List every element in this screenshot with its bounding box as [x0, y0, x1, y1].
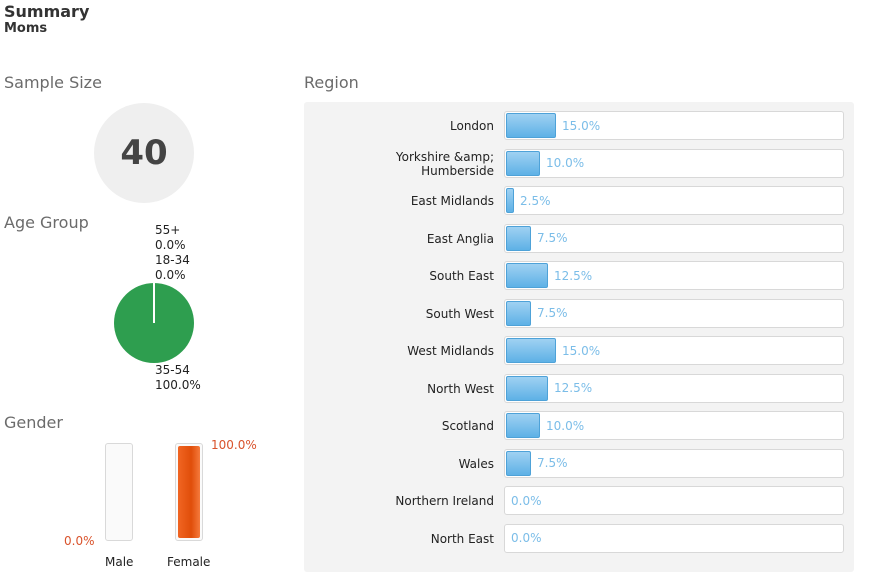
region-bar-value: 0.0%	[511, 531, 542, 545]
female-bar-fill	[178, 446, 200, 538]
age-slice-name: 55+	[155, 223, 181, 237]
age-slice-pct: 100.0%	[155, 378, 201, 392]
age-label-35-54: 35-54 100.0%	[155, 363, 201, 393]
age-slice-pct: 0.0%	[155, 268, 186, 282]
region-row: East Anglia 7.5%	[304, 220, 854, 258]
region-row: Yorkshire &amp; Humberside 10.0%	[304, 145, 854, 183]
region-bar-value: 10.0%	[546, 418, 585, 433]
region-row: West Midlands 15.0%	[304, 332, 854, 370]
female-pct-label: 100.0%	[211, 438, 257, 452]
region-row: London 15.0%	[304, 107, 854, 145]
age-label-18-34: 18-34 0.0%	[155, 253, 190, 283]
sample-size-label: Sample Size	[4, 73, 102, 92]
region-bar-value: 12.5%	[554, 268, 593, 283]
age-group-pie	[114, 283, 194, 363]
male-label: Male	[105, 555, 134, 569]
region-name: South East	[429, 269, 494, 283]
region-bar-track: 10.0%	[504, 148, 844, 178]
sample-size-value: 40	[120, 133, 168, 173]
region-bar-track: 10.0%	[504, 411, 844, 440]
region-name: Wales	[458, 456, 494, 471]
region-bar-track: 7.5%	[504, 223, 844, 253]
region-bar-fill	[506, 150, 540, 176]
region-row: North East 0.0%	[304, 520, 854, 558]
region-bar-fill	[506, 300, 531, 326]
region-bar-value: 10.0%	[546, 156, 585, 170]
region-bar-value: 7.5%	[537, 456, 568, 470]
region-name: Northern Ireland	[395, 494, 494, 508]
region-bar-fill	[506, 188, 514, 213]
region-label: Region	[304, 73, 359, 92]
region-bar-fill	[506, 413, 540, 438]
region-bar-fill	[506, 225, 531, 251]
region-bar-track: 12.5%	[504, 261, 844, 290]
region-name: Yorkshire &amp; Humberside	[314, 150, 494, 178]
male-pct-label: 0.0%	[64, 534, 95, 548]
region-name: London	[450, 119, 494, 133]
region-bar-value: 12.5%	[554, 381, 593, 395]
region-bar-fill	[506, 375, 548, 401]
region-bar-fill	[506, 263, 548, 288]
region-bar-value: 15.0%	[562, 118, 601, 133]
region-bar-value: 7.5%	[537, 231, 568, 245]
region-name: East Midlands	[410, 194, 494, 208]
region-name: North West	[427, 381, 494, 396]
region-name: North East	[430, 531, 494, 546]
age-label-55plus: 55+ 0.0%	[155, 223, 186, 253]
region-bar-track: 0.0%	[504, 523, 844, 553]
region-name: West Midlands	[407, 344, 494, 358]
region-row: Scotland 10.0%	[304, 407, 854, 445]
region-name-line: Humberside	[421, 163, 494, 178]
region-bar-value: 2.5%	[520, 193, 551, 208]
region-name: East Anglia	[426, 231, 494, 246]
region-name-line: Yorkshire &amp;	[395, 149, 494, 164]
region-bar-fill	[506, 113, 556, 138]
region-bar-value: 7.5%	[537, 306, 568, 320]
region-name: South West	[425, 306, 494, 321]
female-bar	[175, 443, 203, 541]
region-bar-track: 2.5%	[504, 186, 844, 215]
region-name: Scotland	[441, 419, 494, 433]
region-bar-track: 0.0%	[504, 486, 844, 515]
region-bar-fill	[506, 338, 556, 363]
sample-size-circle: 40	[94, 103, 194, 203]
page-title: Summary	[4, 2, 90, 21]
region-bar-track: 15.0%	[504, 336, 844, 365]
male-bar	[105, 443, 133, 541]
region-bar-fill	[506, 450, 531, 476]
region-row: Wales 7.5%	[304, 445, 854, 483]
page-subtitle: Moms	[4, 21, 48, 36]
region-bar-track: 12.5%	[504, 373, 844, 403]
region-row: North West 12.5%	[304, 370, 854, 408]
region-bar-value: 0.0%	[511, 493, 542, 508]
age-slice-pct: 0.0%	[155, 238, 186, 252]
age-slice-name: 18-34	[155, 253, 190, 267]
region-bar-value: 15.0%	[562, 343, 601, 358]
region-bar-track: 7.5%	[504, 298, 844, 328]
region-row: Northern Ireland 0.0%	[304, 482, 854, 520]
region-row: South East 12.5%	[304, 257, 854, 295]
age-group-label: Age Group	[4, 213, 89, 232]
region-panel: London 15.0% Yorkshire &amp; Humberside 10.0…	[304, 102, 854, 572]
gender-label: Gender	[4, 413, 63, 432]
region-bar-track: 7.5%	[504, 448, 844, 478]
region-row: East Midlands 2.5%	[304, 182, 854, 220]
age-slice-name: 35-54	[155, 363, 190, 377]
region-bar-track: 15.0%	[504, 111, 844, 140]
female-label: Female	[167, 555, 211, 569]
region-row: South West 7.5%	[304, 295, 854, 333]
